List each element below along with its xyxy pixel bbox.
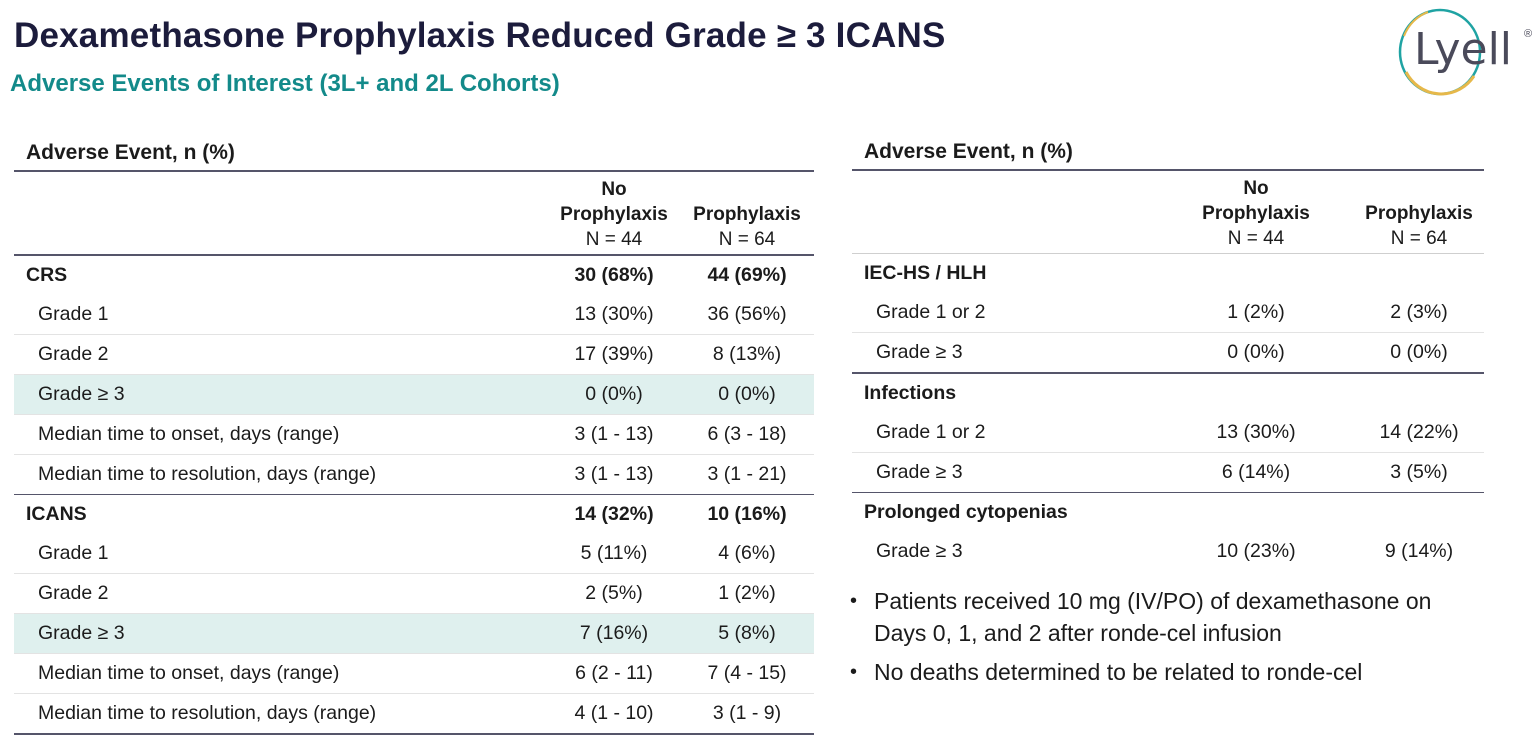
logo-text: Lyell — [1414, 24, 1513, 75]
logo-ring-icon — [1398, 8, 1482, 96]
table-row: Grade ≥ 3 10 (23%) 9 (14%) — [876, 540, 1454, 562]
list-item: • No deaths determined to be related to … — [850, 656, 1490, 688]
table-row: Prolonged cytopenias — [864, 501, 1068, 523]
page-title: Dexamethasone Prophylaxis Reduced Grade … — [14, 16, 946, 55]
list-item: • Patients received 10 mg (IV/PO) of dex… — [850, 585, 1490, 649]
lyell-logo: Lyell ® — [1394, 6, 1534, 98]
header-prophylaxis: Prophylaxis N = 64 — [1365, 203, 1473, 249]
divider — [852, 491, 1484, 493]
table-row: Grade 1 5 (11%) 4 (6%) — [38, 542, 776, 564]
table-row: IEC-HS / HLH — [864, 262, 987, 284]
table-row-highlighted: Grade ≥ 3 7 (16%) 5 (8%) — [14, 614, 814, 653]
bullet-icon: • — [850, 590, 858, 612]
table-title: Adverse Event, n (%) — [864, 140, 1073, 163]
divider — [852, 169, 1484, 171]
header-prophylaxis: Prophylaxis N = 64 — [693, 204, 801, 250]
logo-registered-mark: ® — [1524, 28, 1533, 40]
divider — [14, 733, 814, 735]
notes-list: • Patients received 10 mg (IV/PO) of dex… — [850, 585, 1490, 695]
header-no-prophylaxis: No Prophylaxis N = 44 — [1202, 178, 1310, 249]
table-header: No Prophylaxis N = 44 Prophylaxis N = 64 — [852, 171, 1484, 253]
table-row: Grade ≥ 3 0 (0%) 0 (0%) — [876, 341, 1448, 363]
table-row: Infections — [864, 381, 957, 404]
table-row: Grade 1 or 2 1 (2%) 2 (3%) — [876, 301, 1448, 323]
table-row: Grade 2 17 (39%) 8 (13%) — [38, 342, 782, 365]
table-row: Grade 1 or 2 13 (30%) 14 (22%) — [876, 420, 1459, 443]
divider — [14, 493, 814, 495]
table-row: CRS 30 (68%) 44 (69%) — [26, 263, 787, 286]
table-row: Median time to resolution, days (range) … — [38, 462, 787, 485]
table-row-highlighted: Grade ≥ 3 0 (0%) 0 (0%) — [14, 374, 814, 414]
table-row: Grade ≥ 3 6 (14%) 3 (5%) — [876, 460, 1448, 483]
table-row: Grade 1 13 (30%) 36 (56%) — [38, 302, 787, 325]
table-row: Median time to onset, days (range) 6 (2 … — [38, 662, 787, 684]
page-subtitle: Adverse Events of Interest (3L+ and 2L C… — [10, 70, 560, 97]
table-row: Median time to onset, days (range) 3 (1 … — [38, 422, 787, 445]
bullet-icon: • — [850, 661, 858, 683]
table-header: No Prophylaxis N = 44 Prophylaxis N = 64 — [14, 172, 814, 254]
table-row: Median time to resolution, days (range) … — [38, 702, 782, 724]
table-row: Grade 2 2 (5%) 1 (2%) — [38, 582, 776, 604]
table-title: Adverse Event, n (%) — [26, 141, 235, 164]
divider — [852, 372, 1484, 374]
crs-icans-table: Adverse Event, n (%) No Prophylaxis N = … — [14, 136, 814, 735]
divider — [14, 170, 814, 172]
divider — [14, 254, 814, 256]
header-no-prophylaxis: No Prophylaxis N = 44 — [560, 179, 668, 250]
table-row: ICANS 14 (32%) 10 (16%) — [26, 503, 787, 525]
other-events-table: Adverse Event, n (%) No Prophylaxis N = … — [852, 135, 1484, 571]
